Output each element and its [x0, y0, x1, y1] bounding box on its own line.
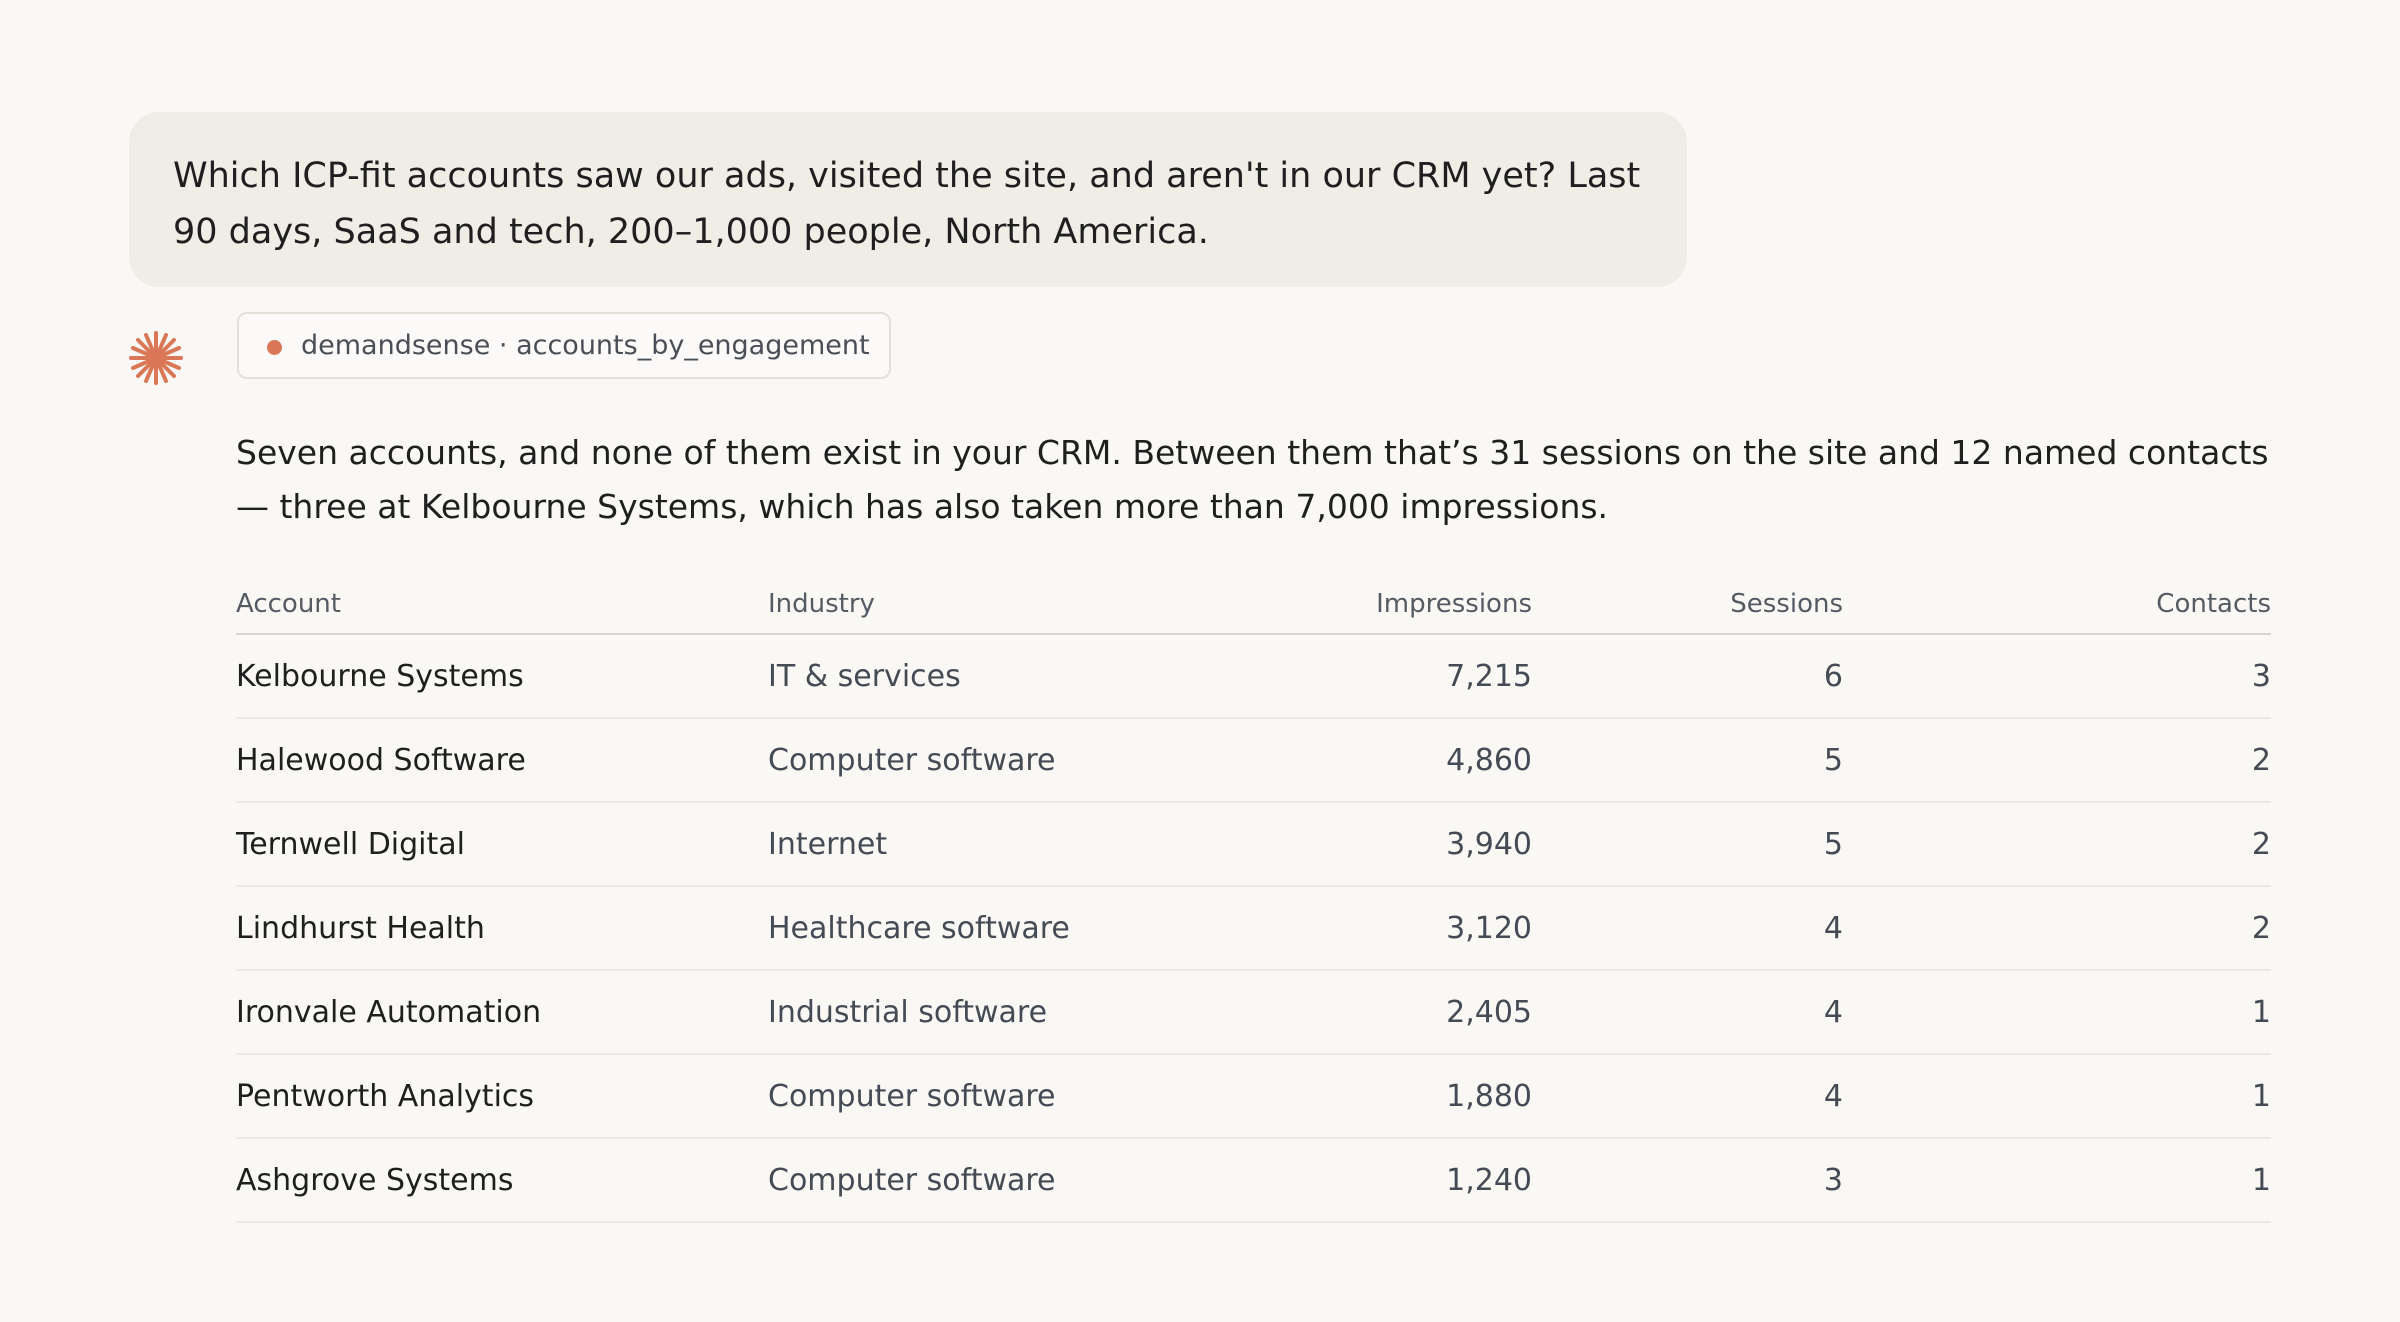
- table-cell: Lindhurst Health: [236, 886, 768, 971]
- table-row: Halewood Software Computer software 4,860 5…: [236, 718, 2271, 803]
- table-cell: Ternwell Digital: [236, 802, 768, 887]
- table-cell: 1,880: [1188, 1054, 1532, 1139]
- table-cell: Halewood Software: [236, 718, 768, 803]
- table-cell: Computer software: [768, 1054, 1188, 1139]
- table-cell: Ironvale Automation: [236, 970, 768, 1055]
- table-cell: Healthcare software: [768, 886, 1188, 971]
- table-cell: 5: [1532, 718, 1843, 803]
- table-cell: Computer software: [768, 718, 1188, 803]
- table-cell: 1,240: [1188, 1138, 1532, 1223]
- table-cell: Internet: [768, 802, 1188, 887]
- table-cell: 1: [1843, 970, 2271, 1055]
- user-message: Which ICP-fit accounts saw our ads, visi…: [129, 112, 1687, 287]
- table-cell: Industrial software: [768, 970, 1188, 1055]
- table-row: Pentworth Analytics Computer software 1,88…: [236, 1054, 2271, 1139]
- table-cell: 3: [1843, 634, 2271, 719]
- table-row: Kelbourne Systems IT & services 7,215 6 3: [236, 634, 2271, 719]
- table-row: Ashgrove Systems Computer software 1,240 3 1: [236, 1138, 2271, 1223]
- table-cell: 7,215: [1188, 634, 1532, 719]
- column-header: Impressions: [1188, 575, 1532, 635]
- table-cell: 3: [1532, 1138, 1843, 1223]
- table-cell: Pentworth Analytics: [236, 1054, 768, 1139]
- table-row: Lindhurst Health Healthcare software 3,120…: [236, 886, 2271, 971]
- table-cell: 2: [1843, 886, 2271, 971]
- table-cell: Computer software: [768, 1138, 1188, 1223]
- table-cell: 3,940: [1188, 802, 1532, 887]
- table-cell: 2,405: [1188, 970, 1532, 1055]
- column-header: Sessions: [1532, 575, 1843, 635]
- assistant-reply: Seven accounts, and none of them exist i…: [236, 433, 2269, 526]
- column-header: Account: [236, 575, 768, 635]
- table-cell: 4: [1532, 1054, 1843, 1139]
- table-cell: 6: [1532, 634, 1843, 719]
- table-cell: 5: [1532, 802, 1843, 887]
- table-row: Ironvale Automation Industrial software 2,…: [236, 970, 2271, 1055]
- table-cell: 2: [1843, 802, 2271, 887]
- table-cell: Kelbourne Systems: [236, 634, 768, 719]
- table-cell: IT & services: [768, 634, 1188, 719]
- table-cell: 2: [1843, 718, 2271, 803]
- table-cell: 3,120: [1188, 886, 1532, 971]
- assistant-icon: [129, 331, 183, 385]
- tool-chip[interactable]: demandsense · accounts_by_engagement: [237, 312, 891, 379]
- column-header: Industry: [768, 575, 1188, 635]
- status-dot: [267, 340, 282, 355]
- table-cell: 4,860: [1188, 718, 1532, 803]
- table-cell: Ashgrove Systems: [236, 1138, 768, 1223]
- table-cell: 1: [1843, 1054, 2271, 1139]
- header-row: Account Industry Impressions Sessions Contac…: [236, 575, 2271, 635]
- accounts-table: Account Industry Impressions Sessions Contac…: [236, 575, 2271, 1223]
- table-cell: 4: [1532, 886, 1843, 971]
- table-cell: 4: [1532, 970, 1843, 1055]
- table-cell: 1: [1843, 1138, 2271, 1223]
- tool-name: demandsense · accounts_by_engagement: [301, 330, 870, 361]
- column-header: Contacts: [1843, 575, 2271, 635]
- table-row: Ternwell Digital Internet 3,940 5 2: [236, 802, 2271, 887]
